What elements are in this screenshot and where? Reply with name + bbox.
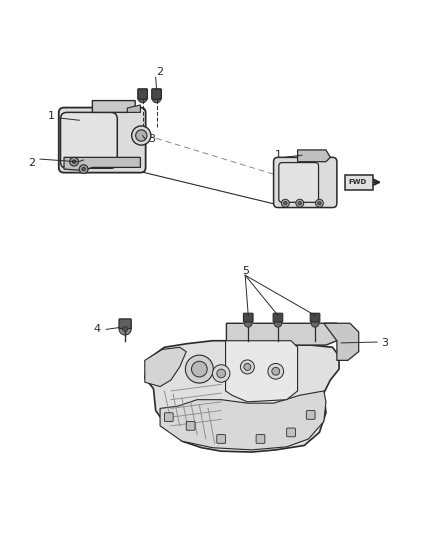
Polygon shape <box>297 150 330 161</box>
FancyBboxPatch shape <box>279 163 318 203</box>
Text: 1: 1 <box>47 111 54 121</box>
Text: 1: 1 <box>275 150 282 160</box>
Circle shape <box>282 199 289 207</box>
Polygon shape <box>145 348 186 386</box>
Polygon shape <box>226 323 337 345</box>
Circle shape <box>123 326 128 332</box>
FancyBboxPatch shape <box>244 313 253 322</box>
Circle shape <box>244 364 251 370</box>
Polygon shape <box>127 105 141 112</box>
Circle shape <box>272 367 280 375</box>
Text: FWD: FWD <box>349 179 367 185</box>
Circle shape <box>79 165 88 174</box>
Text: 4: 4 <box>93 325 100 334</box>
FancyBboxPatch shape <box>59 108 146 173</box>
FancyBboxPatch shape <box>138 89 148 99</box>
FancyBboxPatch shape <box>345 175 373 190</box>
Circle shape <box>82 167 85 171</box>
FancyBboxPatch shape <box>152 89 161 99</box>
Polygon shape <box>324 323 359 360</box>
Circle shape <box>244 319 252 327</box>
Circle shape <box>212 365 230 382</box>
FancyBboxPatch shape <box>164 413 173 422</box>
Text: 3: 3 <box>148 134 155 143</box>
Circle shape <box>296 199 304 207</box>
Circle shape <box>70 157 78 166</box>
FancyBboxPatch shape <box>256 434 265 443</box>
Circle shape <box>284 201 287 205</box>
Circle shape <box>152 94 161 103</box>
Polygon shape <box>145 341 339 452</box>
FancyBboxPatch shape <box>119 319 131 328</box>
FancyBboxPatch shape <box>217 434 226 443</box>
FancyBboxPatch shape <box>274 157 337 207</box>
Circle shape <box>318 201 321 205</box>
Circle shape <box>185 355 213 383</box>
Circle shape <box>268 364 284 379</box>
FancyBboxPatch shape <box>273 313 283 322</box>
Circle shape <box>315 199 323 207</box>
Circle shape <box>274 319 282 327</box>
Polygon shape <box>92 101 135 112</box>
Circle shape <box>240 360 254 374</box>
FancyBboxPatch shape <box>306 410 315 419</box>
Circle shape <box>311 319 319 327</box>
Text: 2: 2 <box>28 158 35 167</box>
Polygon shape <box>64 157 141 171</box>
Circle shape <box>191 361 207 377</box>
FancyBboxPatch shape <box>186 422 195 430</box>
Text: 2: 2 <box>156 67 164 77</box>
Circle shape <box>119 323 131 335</box>
Polygon shape <box>226 341 297 402</box>
FancyBboxPatch shape <box>310 313 320 322</box>
Text: 5: 5 <box>242 266 249 276</box>
FancyBboxPatch shape <box>60 112 117 168</box>
Circle shape <box>138 94 147 103</box>
Circle shape <box>298 201 301 205</box>
Polygon shape <box>160 391 326 450</box>
FancyBboxPatch shape <box>287 428 295 437</box>
Circle shape <box>132 126 151 145</box>
Circle shape <box>217 369 226 378</box>
Text: 3: 3 <box>381 338 389 348</box>
Circle shape <box>72 160 76 164</box>
Circle shape <box>136 130 147 141</box>
